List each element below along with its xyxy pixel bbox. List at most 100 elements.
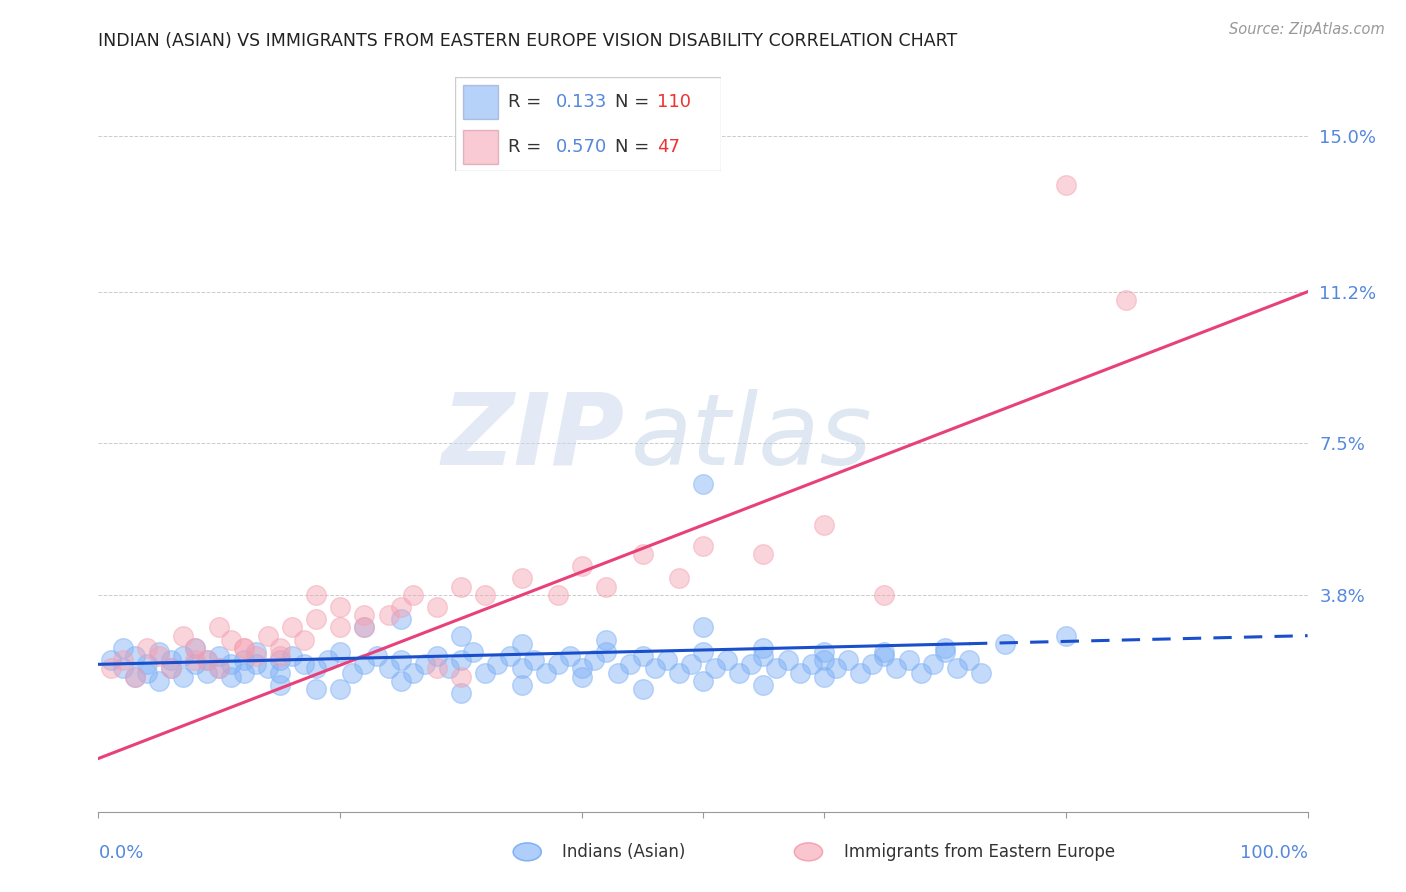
Point [692,673,714,688]
Point [776,653,799,667]
Point [269,649,291,664]
Point [704,661,727,675]
Point [245,645,267,659]
Point [728,665,751,680]
Text: Indians (Asian): Indians (Asian) [562,843,686,861]
Point [160,661,183,675]
Point [184,640,207,655]
Point [450,686,472,700]
Point [668,571,690,585]
Point [450,653,472,667]
Point [305,661,328,675]
Point [195,665,218,680]
Point [269,678,291,692]
Point [402,588,425,602]
Point [886,661,908,675]
Point [232,653,254,667]
Point [389,653,412,667]
Text: ZIP: ZIP [441,389,624,485]
Point [825,661,848,675]
Point [389,599,412,614]
Point [813,518,835,533]
Point [534,665,557,680]
Point [377,608,399,623]
Point [679,657,702,672]
Text: 0.0%: 0.0% [98,845,143,863]
Point [619,657,641,672]
Point [463,645,485,659]
Point [402,665,425,680]
Point [389,673,412,688]
Point [873,649,896,664]
Point [474,665,496,680]
Point [474,588,496,602]
Point [208,661,231,675]
Point [111,640,134,655]
Point [426,599,449,614]
Point [135,640,157,655]
Point [305,588,328,602]
Point [208,620,231,634]
Text: Immigrants from Eastern Europe: Immigrants from Eastern Europe [844,843,1115,861]
Point [595,645,617,659]
Point [256,629,278,643]
Point [595,632,617,647]
Text: INDIAN (ASIAN) VS IMMIGRANTS FROM EASTERN EUROPE VISION DISABILITY CORRELATION C: INDIAN (ASIAN) VS IMMIGRANTS FROM EASTER… [98,32,957,50]
Point [208,661,231,675]
Point [631,649,654,664]
Point [329,645,352,659]
Point [752,640,775,655]
Point [245,657,267,672]
Point [413,657,436,672]
Point [124,670,146,684]
Point [897,653,920,667]
Point [292,632,315,647]
Point [366,649,388,664]
Point [305,681,328,696]
Point [510,661,533,675]
Point [934,645,956,659]
Point [232,640,254,655]
Point [281,620,304,634]
Point [208,649,231,664]
Point [148,673,170,688]
Point [329,681,352,696]
Point [752,547,775,561]
Point [232,640,254,655]
Point [873,645,896,659]
Point [184,653,207,667]
Text: 100.0%: 100.0% [1240,845,1308,863]
Point [934,640,956,655]
Point [342,665,364,680]
Point [692,477,714,491]
Point [281,649,304,664]
Point [305,612,328,626]
Point [232,665,254,680]
Point [221,657,243,672]
Point [752,649,775,664]
Point [994,637,1017,651]
Point [135,657,157,672]
Point [510,637,533,651]
Point [389,612,412,626]
Point [910,665,932,680]
Point [571,559,593,574]
Point [292,657,315,672]
Point [450,629,472,643]
Point [692,645,714,659]
Point [100,653,122,667]
Point [256,661,278,675]
Point [353,608,375,623]
Point [316,653,339,667]
Point [111,653,134,667]
Point [353,620,375,634]
Point [558,649,581,664]
Point [523,653,546,667]
Point [547,657,569,672]
Point [655,653,678,667]
Point [692,539,714,553]
Text: atlas: atlas [630,389,872,485]
Point [921,657,943,672]
Point [184,640,207,655]
Point [849,665,872,680]
